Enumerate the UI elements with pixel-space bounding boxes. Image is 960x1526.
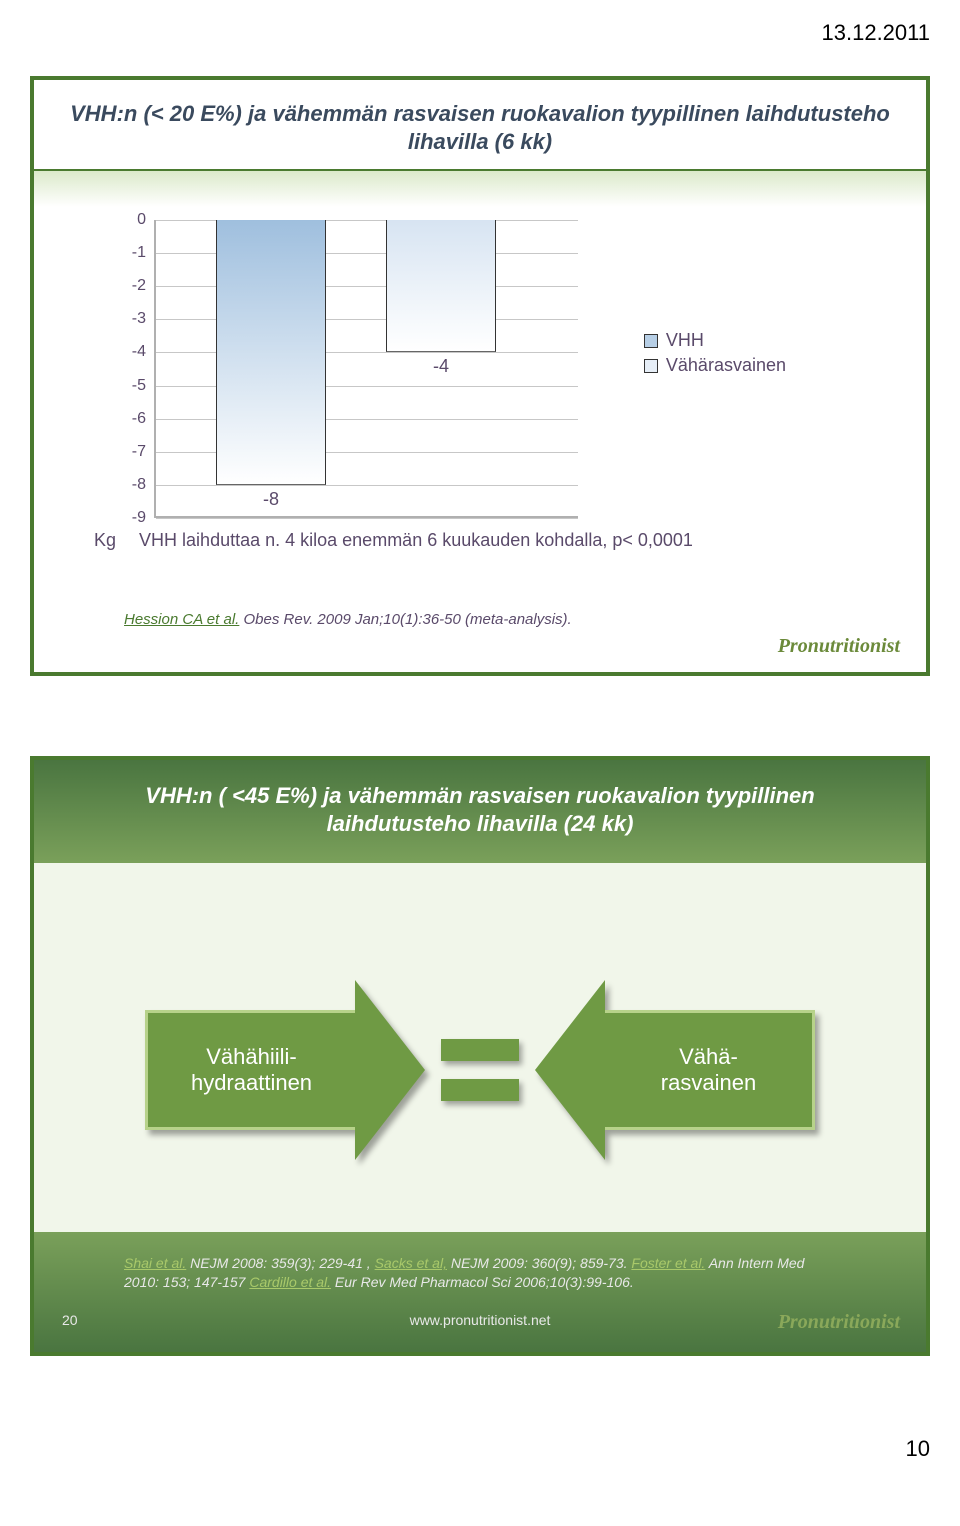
- chart-caption: Kg VHH laihduttaa n. 4 kiloa enemmän 6 k…: [94, 530, 693, 551]
- bar-value-label: -4: [387, 356, 495, 377]
- y-tick-label: -8: [114, 476, 146, 494]
- y-tick-label: -1: [114, 244, 146, 262]
- slide-2-citation: Shai et al. NEJM 2008: 359(3); 229-41 , …: [124, 1254, 836, 1292]
- page-number: 10: [30, 1436, 930, 1462]
- legend-swatch: [644, 359, 658, 373]
- legend-item: VHH: [644, 330, 786, 351]
- slide-2-footer: Shai et al. NEJM 2008: 359(3); 229-41 , …: [34, 1232, 926, 1352]
- slide-2-title-wrap: VHH:n ( <45 E%) ja vähemmän rasvaisen ru…: [34, 760, 926, 863]
- legend-label: VHH: [666, 330, 704, 351]
- slide-1-citation: Hession CA et al. Obes Rev. 2009 Jan;10(…: [124, 611, 572, 628]
- citation-rest: Obes Rev. 2009 Jan;10(1):36-50 (meta-ana…: [239, 611, 571, 628]
- citation-link[interactable]: Hession CA et al.: [124, 611, 239, 628]
- y-tick-label: -5: [114, 377, 146, 395]
- arrow-low-carb: Vähähiili- hydraattinen: [145, 980, 425, 1160]
- legend-swatch: [644, 334, 658, 348]
- grid-line: [156, 485, 578, 486]
- caption-prefix: Kg: [94, 530, 116, 550]
- arrow-left-label: Vähähiili- hydraattinen: [191, 1044, 312, 1096]
- arrow-right-label: Vähä- rasvainen: [661, 1044, 756, 1096]
- y-tick-label: -9: [114, 509, 146, 527]
- y-tick-label: -7: [114, 443, 146, 461]
- citation-link[interactable]: Shai et al.: [124, 1255, 186, 1271]
- equals-icon: [441, 1039, 519, 1101]
- slide-1: VHH:n (< 20 E%) ja vähemmän rasvaisen ru…: [30, 76, 930, 676]
- y-tick-label: 0: [114, 211, 146, 229]
- bar-value-label: -8: [217, 489, 325, 510]
- pronutritionist-logo: Pronutritionist: [778, 1311, 900, 1334]
- slide-1-title-gradient: [34, 171, 926, 207]
- bar-chart: -8-4 0-1-2-3-4-5-6-7-8-9: [114, 220, 614, 520]
- slide-2-title: VHH:n ( <45 E%) ja vähemmän rasvaisen ru…: [74, 782, 886, 837]
- y-tick-label: -2: [114, 277, 146, 295]
- caption-text: VHH laihduttaa n. 4 kiloa enemmän 6 kuuk…: [139, 530, 693, 550]
- citation-link[interactable]: Foster et al.: [631, 1255, 705, 1271]
- bar: -4: [386, 220, 496, 352]
- citation-link[interactable]: Sacks et al,: [375, 1255, 447, 1271]
- citation-link[interactable]: Cardillo et al.: [249, 1274, 331, 1290]
- pronutritionist-logo: Pronutritionist: [778, 635, 900, 658]
- legend-label: Vähärasvainen: [666, 355, 786, 376]
- page-date: 13.12.2011: [30, 20, 930, 46]
- comparison-arrows: Vähähiili- hydraattinen Vähä- rasvainen: [34, 960, 926, 1180]
- chart-legend: VHH Vähärasvainen: [644, 330, 786, 380]
- chart-plot: -8 -4: [154, 220, 578, 518]
- arrow-low-fat: Vähä- rasvainen: [535, 980, 815, 1160]
- bar: -8: [216, 220, 326, 485]
- slide-1-title-wrap: VHH:n (< 20 E%) ja vähemmän rasvaisen ru…: [34, 80, 926, 171]
- y-tick-label: -6: [114, 410, 146, 428]
- slide-1-title: VHH:n (< 20 E%) ja vähemmän rasvaisen ru…: [64, 100, 896, 155]
- y-tick-label: -4: [114, 343, 146, 361]
- y-tick-label: -3: [114, 310, 146, 328]
- grid-line: [156, 518, 578, 519]
- slide-2: VHH:n ( <45 E%) ja vähemmän rasvaisen ru…: [30, 756, 930, 1356]
- legend-item: Vähärasvainen: [644, 355, 786, 376]
